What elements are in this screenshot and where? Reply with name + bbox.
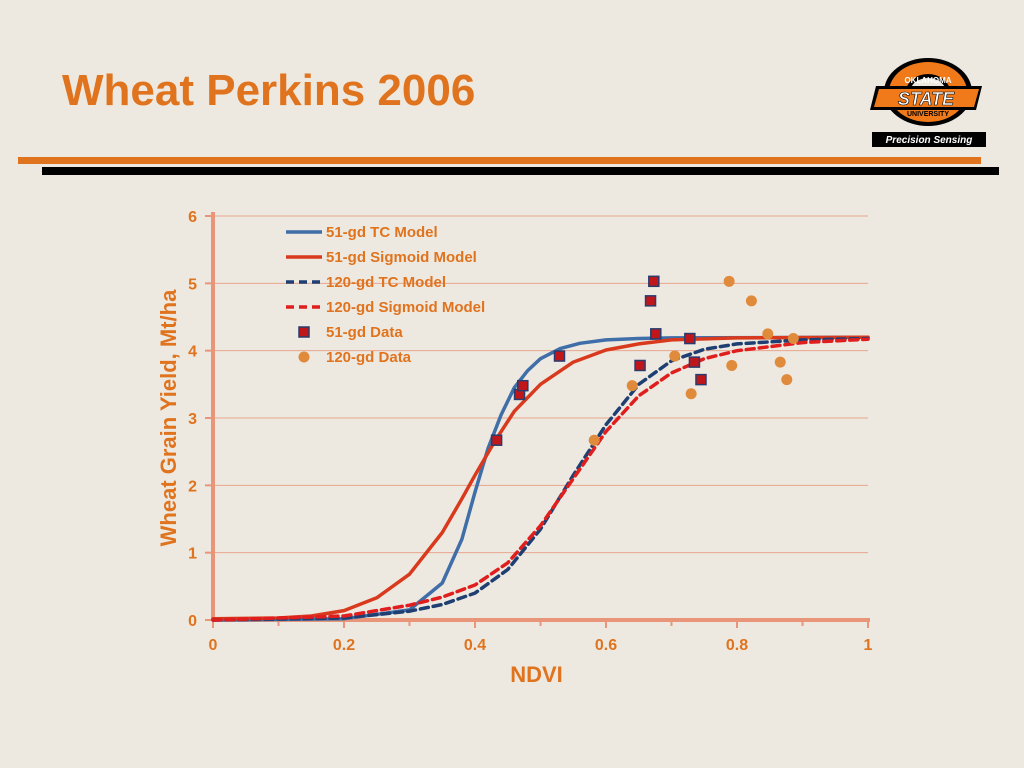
y-tick-label: 2 [188,478,197,495]
series-line-0 [211,335,870,622]
legend-swatch-4 [298,326,310,338]
x-tick-label: 1 [864,637,873,654]
data-point-51gd [684,332,696,345]
data-point-51gd [490,434,503,446]
data-point-120gd [787,333,799,345]
legend-label: 51-gd TC Model [326,224,438,241]
data-point-120gd [781,374,793,386]
data-point-51gd [634,359,646,372]
data-point-51gd [517,379,529,392]
svg-text:OKLAHOMA: OKLAHOMA [904,76,951,85]
x-tick-label: 0 [209,637,218,654]
svg-text:STATE: STATE [898,89,955,109]
y-tick-label: 1 [188,546,197,563]
data-point-120gd [626,380,638,392]
title-rule-orange [18,157,981,164]
data-point-120gd [723,275,735,287]
data-point-120gd [588,434,600,446]
data-point-51gd [650,328,662,340]
x-tick-label: 0.8 [726,637,748,654]
y-tick-label: 6 [188,209,197,226]
series-line-2 [211,336,870,622]
data-point-120gd [762,328,774,340]
series-line-3 [211,337,870,622]
data-point-120gd [726,359,738,371]
y-axis-title: Wheat Grain Yield, Mt/ha [156,289,181,546]
slide-title: Wheat Perkins 2006 [62,66,476,115]
legend-label: 51-gd Data [326,324,403,341]
series-line-1 [211,335,870,621]
legend-label: 51-gd Sigmoid Model [326,249,477,266]
x-tick-label: 0.2 [333,637,355,654]
y-tick-label: 0 [188,613,197,630]
title-rule-black [42,167,999,175]
legend-label: 120-gd Sigmoid Model [326,299,485,316]
legend-label: 120-gd TC Model [326,274,446,291]
svg-text:Precision Sensing: Precision Sensing [886,135,973,146]
y-tick-label: 3 [188,411,197,428]
data-point-51gd [648,275,660,288]
x-tick-label: 0.6 [595,637,617,654]
data-point-120gd [685,388,697,400]
logo-graphic: OKLAHOMA STATE UNIVERSITY Precision Sens… [870,58,986,147]
data-point-120gd [774,356,786,368]
data-point-51gd [688,356,701,368]
osu-precision-sensing-logo: OKLAHOMA STATE UNIVERSITY Precision Sens… [866,52,990,150]
svg-text:UNIVERSITY: UNIVERSITY [907,111,949,118]
y-tick-label: 4 [188,344,197,361]
data-point-120gd [745,295,757,307]
y-tick-label: 5 [188,276,197,293]
legend-label: 120-gd Data [326,349,412,366]
x-axis-title: NDVI [510,662,563,687]
legend-swatch-5 [298,351,310,363]
data-point-51gd [695,373,707,386]
x-tick-label: 0.4 [464,637,486,654]
data-point-51gd [553,350,566,362]
data-point-51gd [644,295,657,307]
data-point-120gd [669,350,681,362]
